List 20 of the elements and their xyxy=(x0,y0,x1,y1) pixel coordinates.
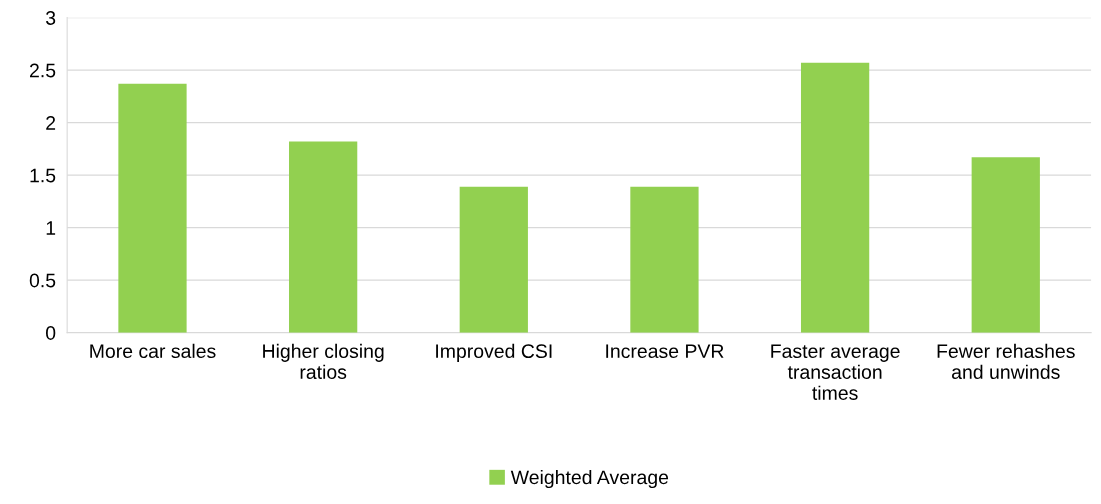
x-tick-label: Faster average transaction times xyxy=(771,344,900,400)
y-tick-label: 0.5 xyxy=(29,273,56,288)
bar xyxy=(289,141,358,333)
bar xyxy=(971,157,1040,333)
y-tick-label: 2 xyxy=(46,116,56,130)
x-tick-label: Improved CSI xyxy=(436,343,552,362)
x-tick-label: Fewer rehashes and unwinds xyxy=(937,343,1075,379)
y-tick-label: 3 xyxy=(45,11,56,25)
bar xyxy=(800,62,870,333)
x-tick-label: Increase PVR xyxy=(606,344,724,359)
bar xyxy=(459,186,528,333)
legend-label: Weighted Average xyxy=(510,469,669,489)
x-tick-label: Higher closing ratios xyxy=(263,343,384,379)
bar xyxy=(118,83,187,333)
x-tick-label: More car sales xyxy=(90,343,216,359)
y-tick-label: 2.5 xyxy=(30,63,56,78)
y-tick-label: 0 xyxy=(46,326,56,340)
y-tick-label: 1.5 xyxy=(30,168,56,183)
y-tick-label: 1 xyxy=(46,221,56,235)
bar xyxy=(630,186,699,333)
